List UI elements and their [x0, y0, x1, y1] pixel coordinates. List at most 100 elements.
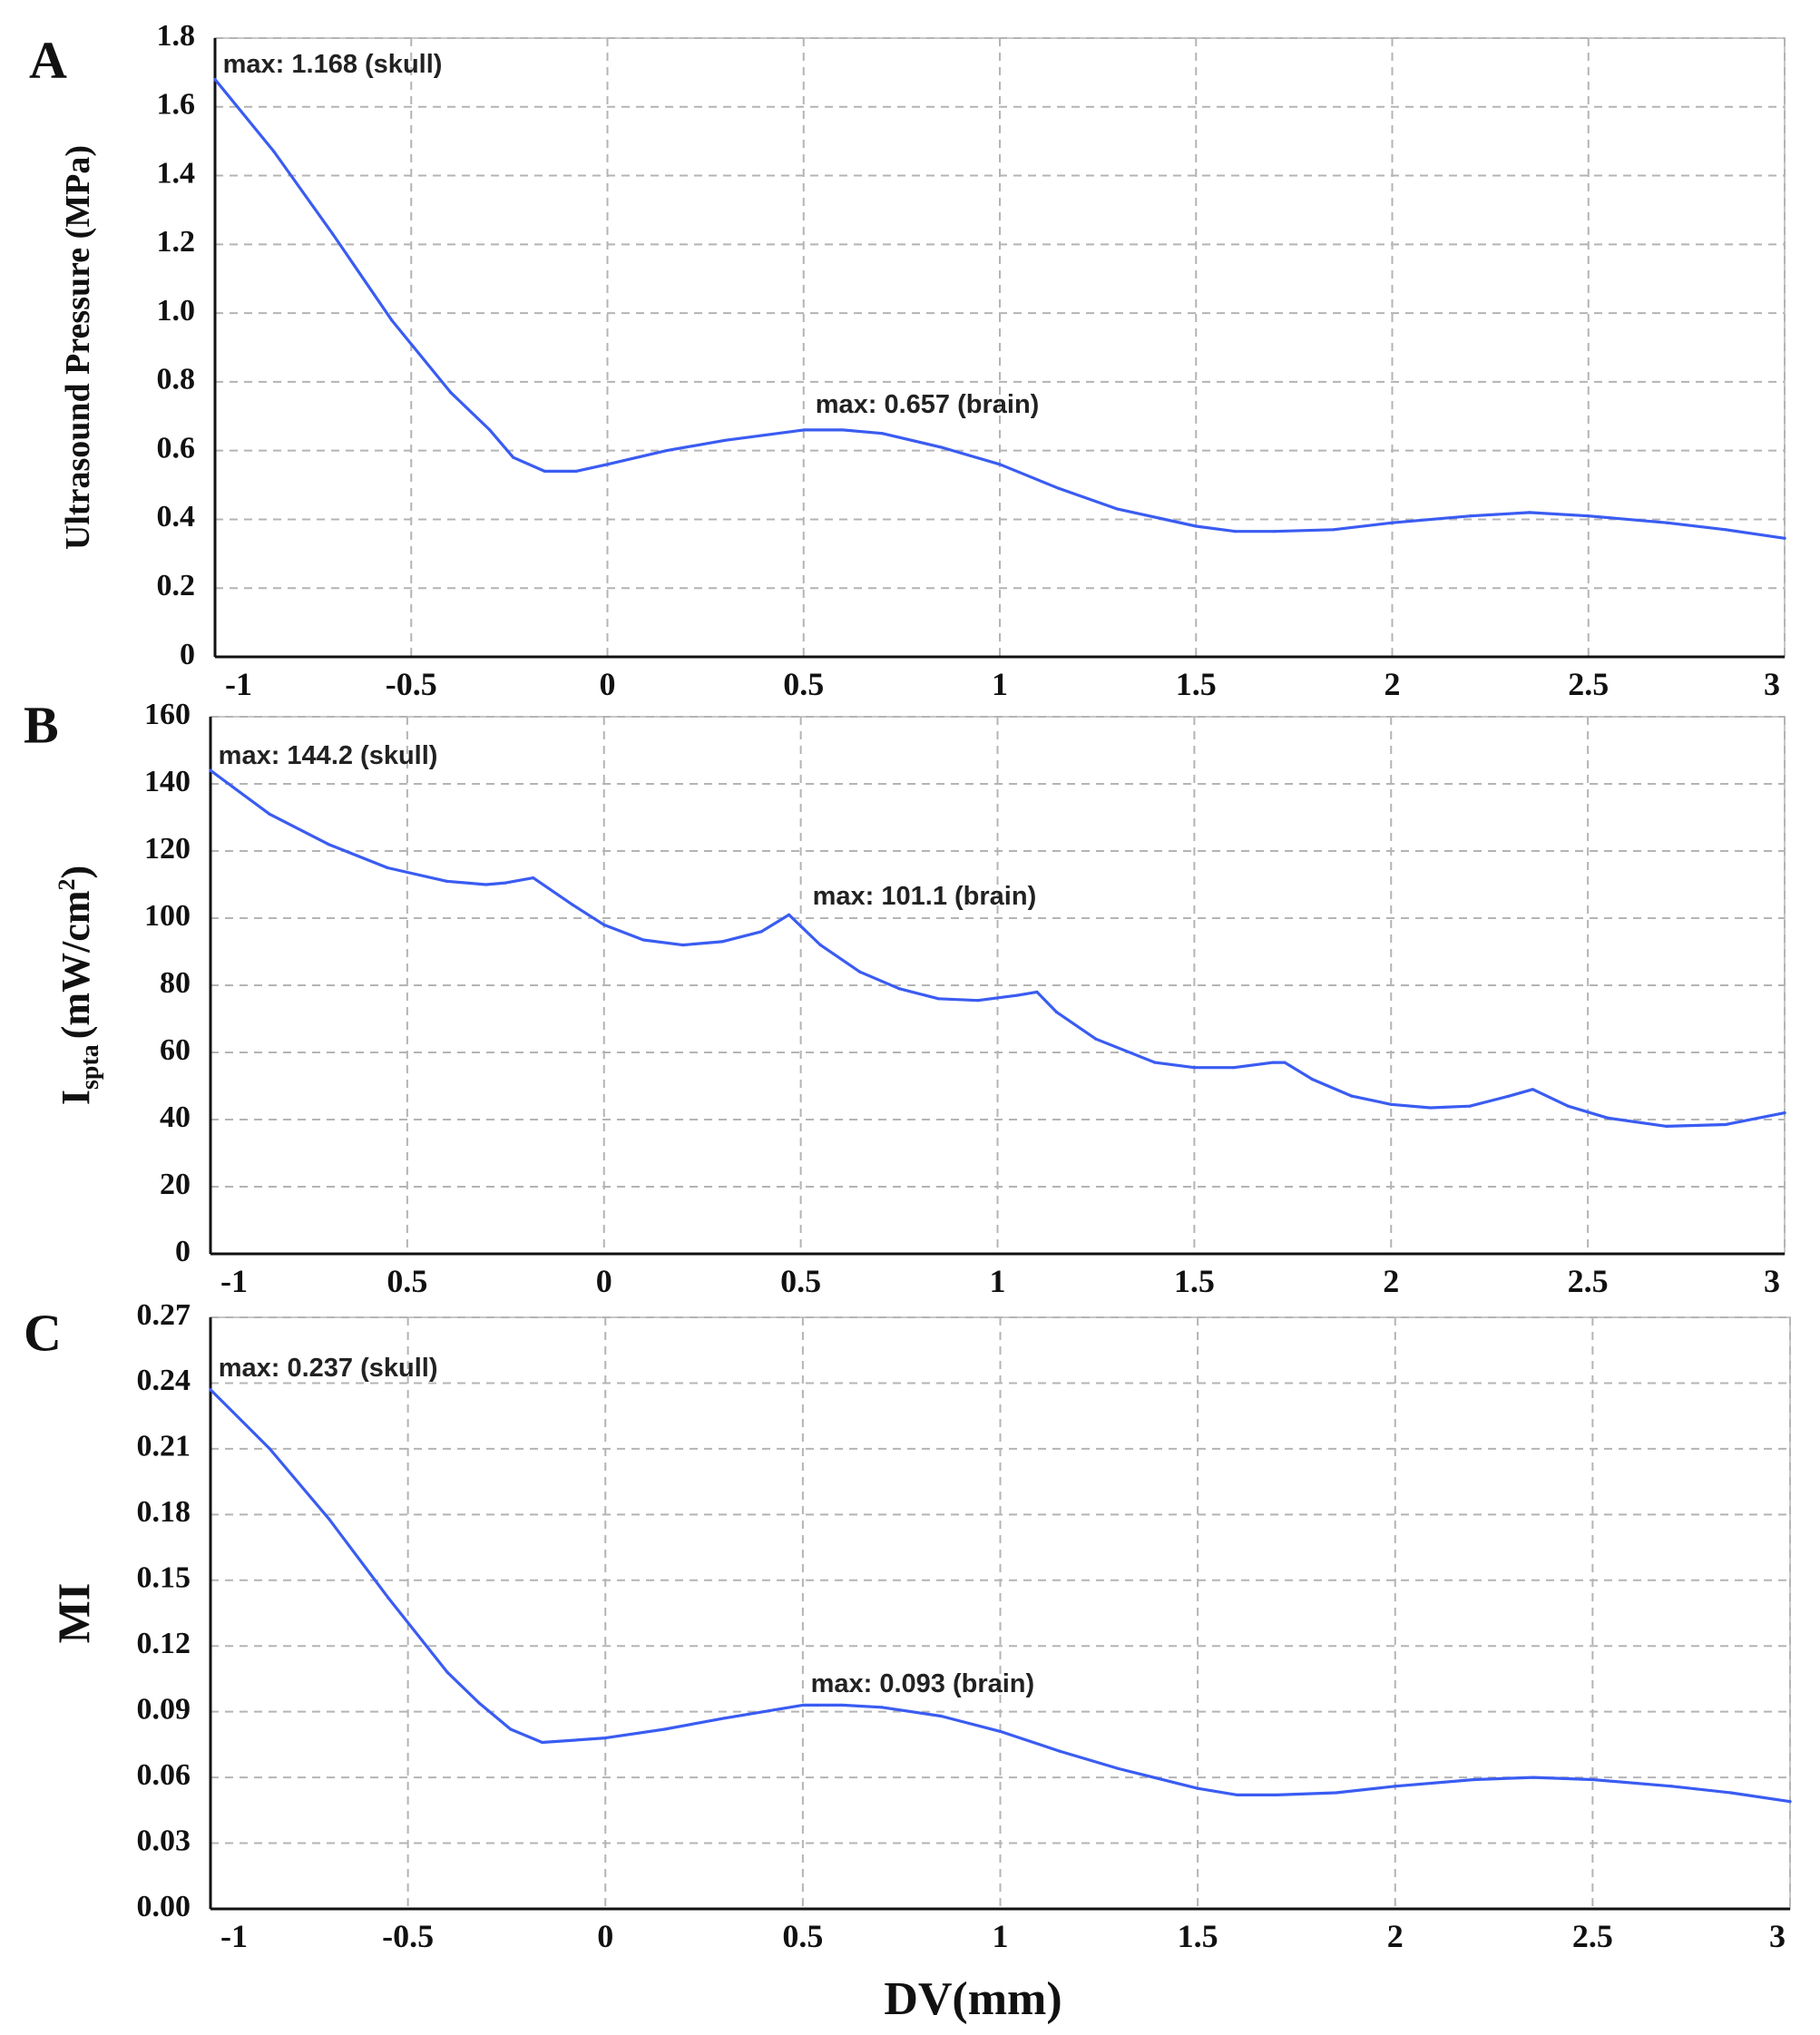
data-point [543, 469, 546, 474]
data-point [1669, 1785, 1674, 1788]
data-point [1606, 1116, 1610, 1120]
data-point [976, 999, 980, 1003]
data-point [1283, 1061, 1287, 1064]
x-tick-label: 2 [1385, 666, 1401, 702]
data-point [448, 390, 453, 394]
data-point [1058, 1749, 1062, 1753]
data-point [386, 866, 389, 870]
data-point [1788, 1800, 1792, 1804]
data-point [841, 428, 845, 432]
x-tick-label: 0.5 [783, 666, 824, 702]
panel-c: C 0.00 0.03 0.06 0.09 0.12 0.15 0.18 0.21 0.24 0.2… [24, 1298, 1792, 2025]
x-tick-label: -0.5 [386, 666, 437, 702]
x-tick-label: 1.5 [1176, 666, 1217, 702]
y-axis-label: Ultrasound Pressure (MPa) [59, 145, 97, 550]
data-point [574, 469, 578, 474]
data-point [1468, 1104, 1472, 1108]
data-point [445, 1670, 449, 1674]
x-tick-label: 1 [990, 1263, 1006, 1299]
data-point [664, 449, 668, 453]
x-tick-label: -0.5 [382, 1918, 434, 1954]
x-tick-label: 3 [1769, 1918, 1786, 1954]
data-point [1665, 1124, 1668, 1128]
y-tick-label: 0.8 [157, 363, 196, 396]
data-point [1275, 1793, 1278, 1797]
data-point [998, 1729, 1003, 1733]
x-tick-label: -1 [225, 666, 252, 702]
annotation-brain-max: max: 101.1 (brain) [813, 882, 1037, 911]
data-point [1429, 1106, 1433, 1110]
data-point [390, 318, 394, 322]
data-point [541, 1740, 544, 1745]
y-tick-label: 0.15 [137, 1561, 191, 1595]
x-tick-label: 0 [597, 1918, 613, 1954]
x-tick-label: 3 [1764, 666, 1780, 702]
y-axis-label: MI [48, 1583, 99, 1644]
data-point [720, 940, 724, 944]
data-point [504, 881, 507, 885]
x-axis-label: DV(mm) [884, 1973, 1062, 2025]
data-point [1233, 530, 1238, 533]
data-point [1334, 1791, 1338, 1795]
data-point [327, 1517, 331, 1521]
y-tick-label: 40 [160, 1101, 191, 1134]
data-point [936, 997, 941, 1001]
x-tick-label: 2 [1383, 1263, 1399, 1299]
annotation-skull-max: max: 144.2 (skull) [219, 741, 438, 770]
x-tick-label: 1.5 [1178, 1918, 1218, 1954]
data-point [445, 879, 448, 883]
data-point [858, 970, 862, 973]
x-tick-label: 0.5 [780, 1263, 821, 1299]
data-point [1057, 486, 1061, 490]
y-tick-label: 60 [160, 1033, 191, 1067]
data-point [880, 1706, 884, 1709]
data-point [939, 1714, 943, 1718]
data-point [1473, 1777, 1476, 1782]
y-tick-label: 1.8 [157, 19, 196, 53]
x-tick-label: 0.5 [387, 1263, 427, 1299]
y-tick-label: 0.2 [157, 569, 196, 602]
y-label-unit: (mW/cm [54, 891, 98, 1040]
data-point [1332, 528, 1336, 532]
y-axis-label: Ispta (mW/cm2) [54, 866, 104, 1105]
y-tick-label: 0.24 [137, 1364, 191, 1397]
data-point [1015, 993, 1019, 997]
data-point [818, 944, 822, 947]
data-point [1590, 1777, 1594, 1782]
y-tick-label: 160 [144, 698, 191, 731]
data-point [897, 987, 901, 991]
data-point [571, 903, 574, 906]
y-tick-label: 1.4 [157, 156, 196, 190]
annotation-brain-max: max: 0.657 (brain) [816, 390, 1040, 419]
y-tick-label: 0.03 [137, 1824, 191, 1857]
y-tick-label: 0 [175, 1235, 191, 1268]
y-tick-label: 120 [144, 832, 191, 866]
data-point [1310, 1078, 1315, 1081]
y-tick-label: 80 [160, 966, 191, 1000]
x-tick-label: 0.5 [782, 1918, 823, 1954]
data-point [509, 1727, 513, 1731]
series-line-mi [209, 1388, 1792, 1804]
data-point [722, 1717, 726, 1720]
data-point [1236, 1793, 1239, 1797]
series-line-pressure [213, 77, 1786, 540]
x-tick-label: 2.5 [1568, 1263, 1609, 1299]
data-point [512, 455, 515, 459]
data-point [213, 77, 217, 82]
data-point [1724, 528, 1727, 532]
y-tick-label: 0.06 [137, 1758, 191, 1792]
data-point [1531, 1776, 1535, 1779]
data-point [477, 1701, 481, 1705]
data-point [272, 150, 276, 153]
data-point [387, 1596, 390, 1600]
data-point [602, 923, 606, 927]
x-tick-label: 2.5 [1568, 666, 1609, 702]
data-point [641, 938, 645, 942]
y-tick-label: 0.6 [157, 431, 196, 465]
panel-letter-b: B [24, 695, 59, 754]
y-tick-label: 0.27 [137, 1298, 191, 1332]
data-point [1094, 1037, 1098, 1041]
data-point [1350, 1094, 1354, 1098]
y-tick-label: 100 [144, 899, 191, 933]
data-point [939, 445, 943, 449]
